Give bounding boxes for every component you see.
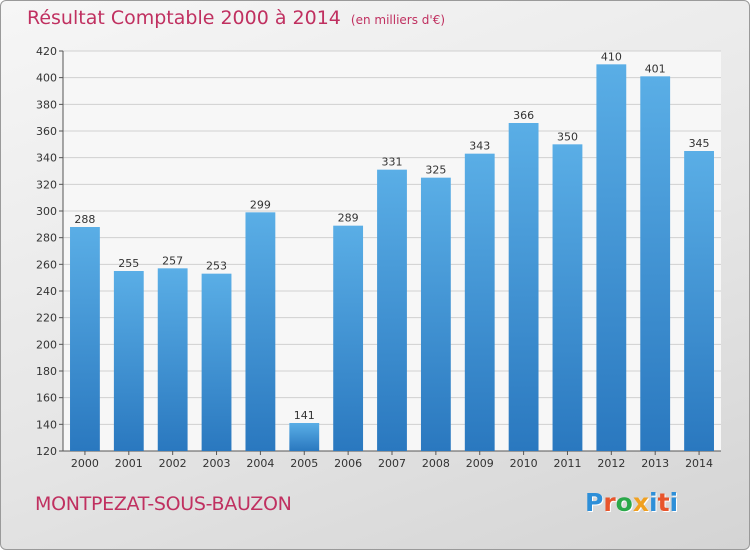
value-label-2009: 343: [469, 140, 490, 153]
x-tick-label-2005: 2005: [290, 457, 318, 470]
value-label-2005: 141: [294, 409, 315, 422]
value-label-2008: 325: [425, 164, 446, 177]
bar-2001: [113, 271, 144, 451]
bar-2012: [596, 64, 627, 452]
value-label-2006: 289: [338, 212, 359, 225]
x-tick-label-2013: 2013: [641, 457, 669, 470]
y-tick-label: 320: [36, 178, 57, 191]
y-tick-label: 160: [36, 392, 57, 405]
bar-2006: [333, 225, 364, 451]
bar-2011: [552, 144, 583, 452]
value-label-2004: 299: [250, 198, 271, 211]
chart-unit: (en milliers d'€): [350, 13, 446, 27]
y-tick-label: 120: [36, 445, 57, 458]
bar-2013: [640, 76, 671, 451]
x-tick-label-2007: 2007: [378, 457, 406, 470]
x-tick-label-2014: 2014: [685, 457, 713, 470]
proxiti-logo: Proxiti: [585, 488, 679, 517]
municipality-name: MONTPEZAT-SOUS-BAUZON: [35, 493, 292, 515]
bar-2007: [377, 169, 407, 451]
y-tick-label: 300: [36, 205, 57, 218]
y-tick-label: 140: [36, 418, 57, 431]
value-label-2007: 331: [382, 156, 403, 169]
y-tick-label: 400: [36, 72, 57, 85]
x-tick-label-2006: 2006: [334, 457, 362, 470]
y-tick-label: 280: [36, 232, 57, 245]
y-tick-label: 340: [36, 152, 57, 165]
bar-2008: [420, 177, 451, 451]
x-tick-label-2004: 2004: [246, 457, 274, 470]
y-tick-label: 240: [36, 285, 57, 298]
chart-title-text: Résultat Comptable 2000 à 2014: [27, 7, 341, 29]
y-tick-label: 180: [36, 365, 57, 378]
value-label-2001: 255: [118, 257, 139, 270]
bar-2004: [245, 212, 276, 451]
y-tick-label: 380: [36, 98, 57, 111]
x-tick-label-2010: 2010: [510, 457, 538, 470]
value-label-2003: 253: [206, 260, 227, 273]
bar-2000: [70, 227, 100, 451]
bar-2005: [289, 423, 320, 451]
value-label-2000: 288: [74, 213, 95, 226]
bar-2003: [201, 273, 232, 451]
value-label-2014: 345: [689, 137, 710, 150]
y-tick-label: 220: [36, 312, 57, 325]
bar-2014: [684, 151, 714, 451]
bar-2009: [464, 153, 495, 451]
bar-2002: [157, 268, 188, 451]
value-label-2011: 350: [557, 130, 578, 143]
y-tick-label: 420: [36, 45, 57, 58]
value-label-2002: 257: [162, 254, 183, 267]
x-tick-label-2002: 2002: [159, 457, 187, 470]
x-tick-label-2009: 2009: [466, 457, 494, 470]
value-label-2012: 410: [601, 50, 622, 63]
x-tick-label-2011: 2011: [553, 457, 581, 470]
x-tick-label-2012: 2012: [597, 457, 625, 470]
x-tick-label-2008: 2008: [422, 457, 450, 470]
chart-title: Résultat Comptable 2000 à 2014 (en millie…: [27, 7, 445, 29]
y-tick-label: 200: [36, 338, 57, 351]
y-tick-label: 360: [36, 125, 57, 138]
x-tick-label-2000: 2000: [71, 457, 99, 470]
x-tick-label-2003: 2003: [203, 457, 231, 470]
value-label-2010: 366: [513, 109, 534, 122]
bar-2010: [508, 123, 539, 451]
value-label-2013: 401: [645, 62, 666, 75]
y-tick-label: 260: [36, 258, 57, 271]
x-tick-label-2001: 2001: [115, 457, 143, 470]
